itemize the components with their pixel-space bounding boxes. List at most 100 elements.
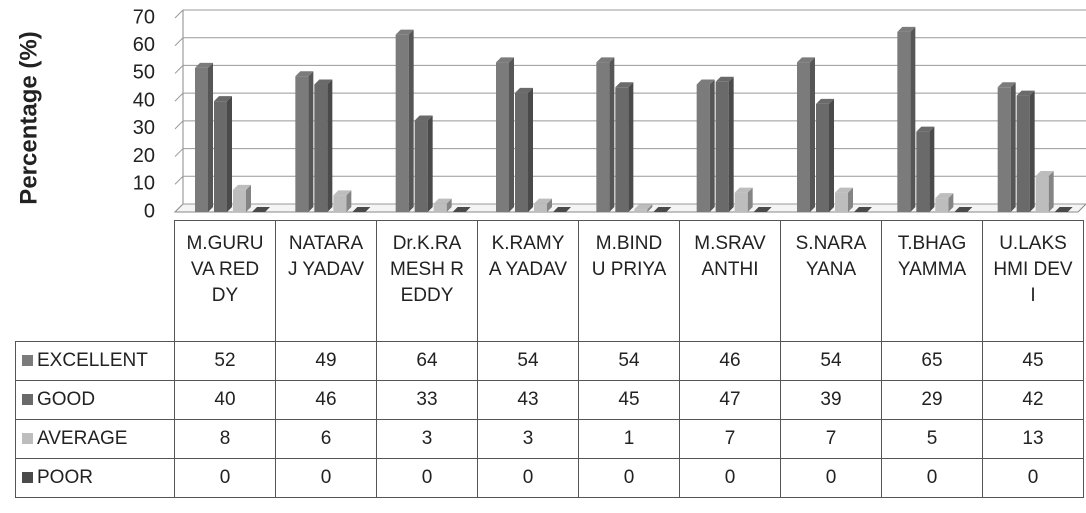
- y-tick-label: 60: [133, 34, 155, 56]
- y-tick-label: 50: [133, 62, 155, 84]
- bar-top: [452, 207, 471, 212]
- bar-side: [308, 71, 314, 212]
- category-label: M.BINDU PRIYA: [591, 233, 667, 280]
- header-row: M.GURUVA REDDY NATARAJ YADAV Dr.K.RAMESH R…: [16, 220, 1084, 342]
- bar-top: [333, 190, 352, 196]
- bar: [935, 198, 949, 212]
- series-row: GOOD 40 46 33 43 45 47 39 29 42: [15, 380, 1084, 420]
- grid-line: [174, 203, 1086, 213]
- value-cell: 43: [477, 380, 579, 420]
- value-cell: 52: [174, 341, 276, 381]
- bar-side: [829, 98, 834, 212]
- bar: [496, 62, 509, 212]
- value-cell: 54: [477, 341, 579, 381]
- bar-side: [427, 115, 433, 212]
- bar-side: [246, 184, 251, 212]
- bar: [314, 84, 328, 212]
- legend-cell: AVERAGE: [15, 419, 175, 459]
- bar-top: [233, 184, 251, 190]
- value-cell: 0: [679, 458, 781, 498]
- value-cell: 0: [174, 458, 276, 498]
- bar-side: [327, 79, 333, 212]
- legend-label: GOOD: [37, 389, 96, 410]
- bar-top: [797, 57, 815, 63]
- value-cell: 0: [881, 458, 983, 498]
- bar: [897, 31, 911, 212]
- value-cell: 39: [780, 380, 882, 420]
- value-cell: 5: [881, 419, 983, 459]
- value-cell: 54: [578, 341, 680, 381]
- value-cell: 45: [982, 341, 1084, 381]
- grid-line: [174, 37, 1086, 47]
- grid-line: [174, 175, 1086, 185]
- value-cell: 45: [578, 380, 680, 420]
- category-label: S.NARAYANA: [795, 233, 867, 280]
- value-cell: 0: [275, 458, 377, 498]
- value-cell: 47: [679, 380, 781, 420]
- bar-top: [997, 82, 1016, 88]
- value-cell: 0: [578, 458, 680, 498]
- category-cell: M.SRAVANTHI: [679, 220, 781, 342]
- bar: [295, 76, 309, 212]
- series-row: EXCELLENT 52 49 64 54 54 46 54 65 45: [15, 341, 1084, 381]
- bar-side: [810, 57, 815, 212]
- bar: [715, 81, 729, 212]
- bar-top: [553, 207, 571, 212]
- bar-top: [314, 79, 333, 85]
- category-label: U.LAKSHMI DEVI: [993, 233, 1073, 306]
- legend-cell: GOOD: [15, 380, 175, 420]
- value-cell: 13: [982, 419, 1084, 459]
- value-cell: 3: [477, 419, 579, 459]
- legend-label: AVERAGE: [37, 428, 128, 449]
- bar-top: [252, 207, 270, 212]
- bar-side: [346, 190, 352, 212]
- bar: [916, 131, 930, 212]
- legend-key: [22, 472, 33, 483]
- category-label: M.SRAVANTHI: [694, 233, 766, 280]
- value-cell: 40: [174, 380, 276, 420]
- bar-top: [534, 198, 552, 204]
- category-label: Dr.K.RAMESH REDDY: [390, 233, 464, 306]
- bar-top: [696, 79, 715, 85]
- bar-top: [1016, 90, 1035, 96]
- category-cell: T.BHAGYAMMA: [881, 220, 983, 342]
- value-cell: 33: [376, 380, 478, 420]
- bar-side: [208, 62, 213, 213]
- data-table: M.GURUVA REDDY NATARAJ YADAV Dr.K.RAMESH R…: [15, 220, 1084, 498]
- bar-side: [647, 204, 653, 212]
- bar-side: [547, 198, 552, 212]
- value-cell: 0: [477, 458, 579, 498]
- bar-top: [734, 187, 753, 193]
- grid-line: [174, 120, 1086, 130]
- value-cell: 46: [679, 341, 781, 381]
- category-cell: NATARAJ YADAV: [275, 220, 377, 342]
- legend-label: EXCELLENT: [37, 350, 148, 371]
- bar-top: [916, 126, 935, 132]
- value-cell: 0: [780, 458, 882, 498]
- value-cell: 6: [275, 419, 377, 459]
- value-cell: 0: [982, 458, 1084, 498]
- value-cell: 3: [376, 419, 478, 459]
- value-cell: 49: [275, 341, 377, 381]
- bar-top: [816, 98, 834, 104]
- bar-top: [634, 204, 653, 210]
- bar-top: [352, 207, 371, 212]
- legend-cell: EXCELLENT: [15, 341, 175, 381]
- bar-side: [446, 198, 452, 212]
- bar: [214, 101, 227, 212]
- bar-side: [910, 26, 916, 212]
- bar-top: [515, 87, 533, 93]
- bar-top: [653, 207, 672, 212]
- legend-key: [22, 433, 33, 444]
- bar-top: [715, 76, 734, 82]
- bar-top: [935, 193, 954, 199]
- bar-top: [195, 62, 213, 68]
- y-tick-label: 30: [133, 117, 155, 139]
- bar-side: [408, 29, 414, 212]
- bar-top: [1054, 207, 1073, 212]
- bar-side: [609, 57, 615, 212]
- y-tick-label: 0: [144, 200, 155, 222]
- bar-side: [628, 82, 634, 213]
- bar: [615, 87, 629, 212]
